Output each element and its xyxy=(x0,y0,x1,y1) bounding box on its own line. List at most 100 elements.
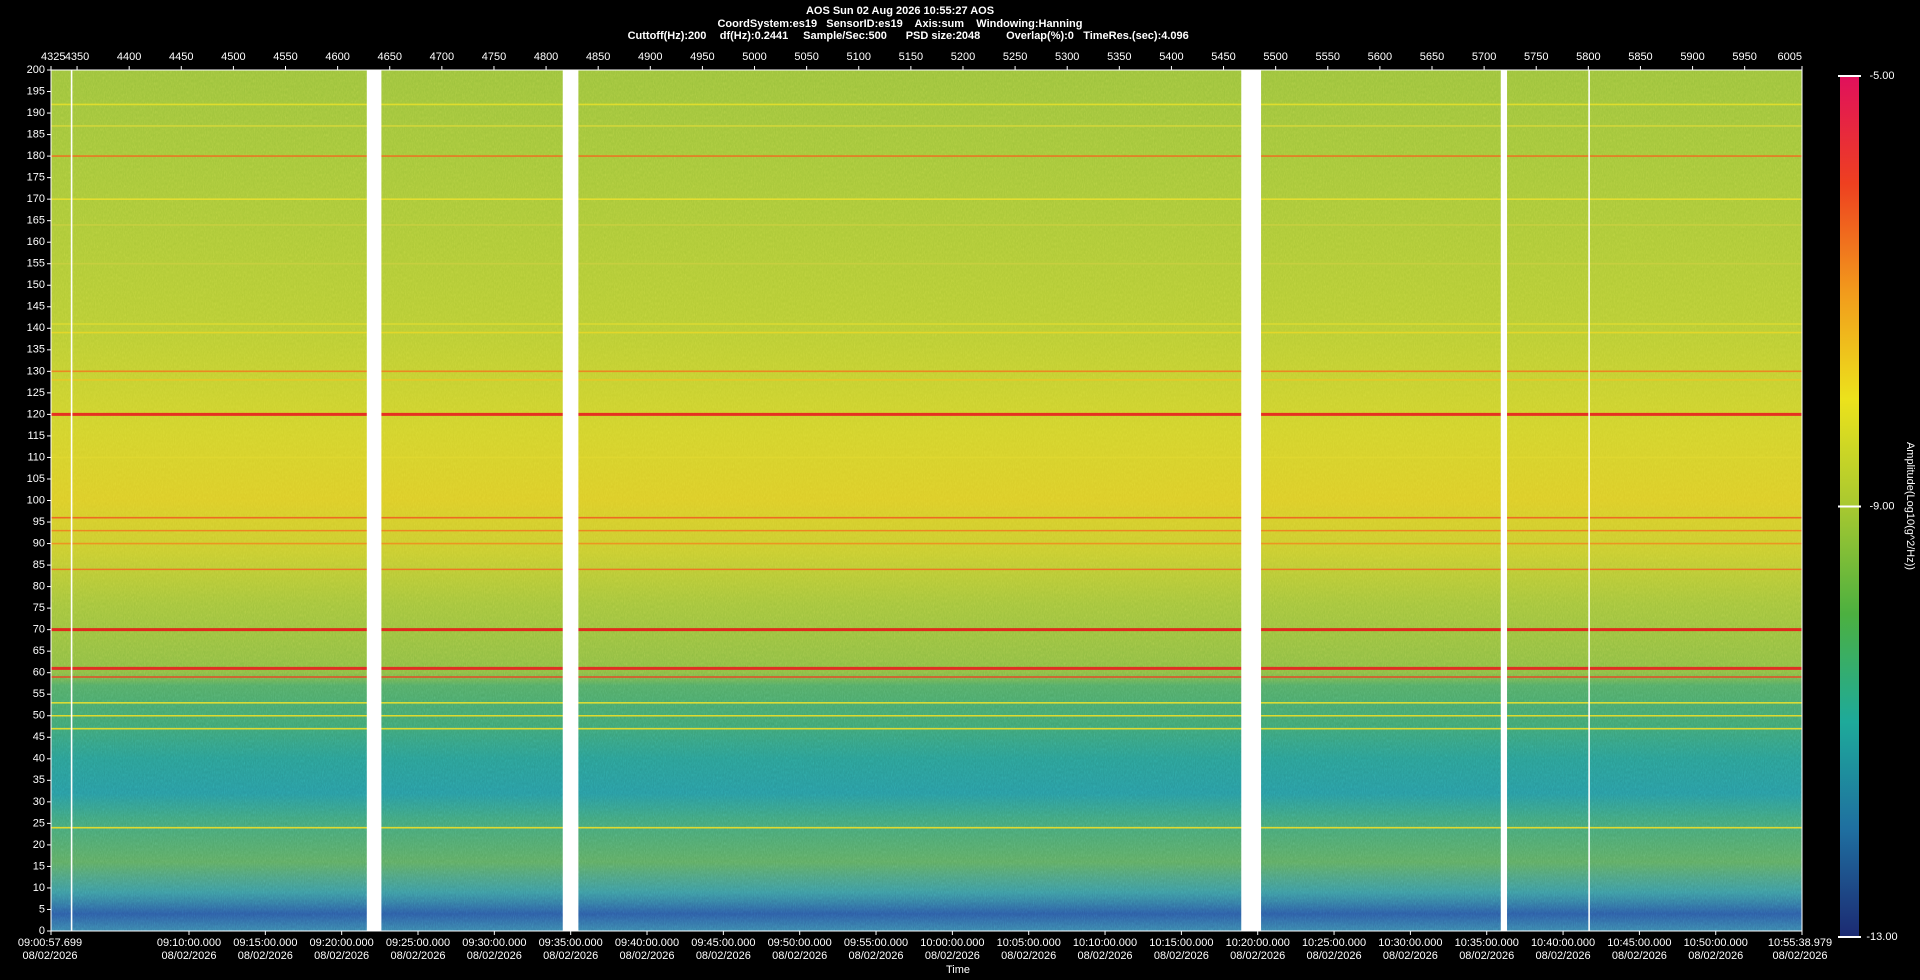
x-tick-label: 5400 xyxy=(1159,51,1183,63)
data-gap xyxy=(1588,70,1590,931)
time-tick-label: 10:05:00.000 xyxy=(997,937,1061,949)
header-info: CoordSystem:es19 SensorID:es19 Axis:sum … xyxy=(717,18,1082,30)
time-tick-date: 08/02/2026 xyxy=(925,950,980,962)
x-tick-label: 5150 xyxy=(899,51,923,63)
spectrogram-noise xyxy=(51,70,1802,931)
x-tick-label: 5900 xyxy=(1680,51,1704,63)
y-tick-label: 15 xyxy=(33,860,45,872)
y-tick-label: 170 xyxy=(27,193,45,205)
y-tick-label: 120 xyxy=(27,408,45,420)
x-tick-label: 5450 xyxy=(1211,51,1235,63)
y-tick-label: 150 xyxy=(27,279,45,291)
colorbar-tick-label: -13.00 xyxy=(1866,931,1897,943)
y-tick-label: 10 xyxy=(33,882,45,894)
x-tick-label: 4500 xyxy=(221,51,245,63)
x-tick-label: 5950 xyxy=(1732,51,1756,63)
x-tick-label: 5700 xyxy=(1472,51,1496,63)
time-tick-label: 10:20:00.000 xyxy=(1226,937,1290,949)
time-tick-label: 10:45:00.000 xyxy=(1607,937,1671,949)
y-tick-label: 165 xyxy=(27,215,45,227)
y-tick-label: 50 xyxy=(33,710,45,722)
y-tick-label: 115 xyxy=(27,430,45,442)
x-tick-label: 5100 xyxy=(847,51,871,63)
time-tick-label: 09:55:00.000 xyxy=(844,937,908,949)
y-tick-label: 85 xyxy=(33,559,45,571)
time-tick-label: 10:15:00.000 xyxy=(1149,937,1213,949)
colorbar-tick-label: -9.00 xyxy=(1869,500,1894,512)
y-tick-label: 95 xyxy=(33,516,45,528)
x-tick-label: 5250 xyxy=(1003,51,1027,63)
time-tick-date: 08/02/2026 xyxy=(238,950,293,962)
header-param: Cuttoff(Hz):200 xyxy=(628,30,707,42)
y-tick-label: 90 xyxy=(33,537,45,549)
x-tick-label: 4325 xyxy=(41,51,65,63)
y-tick-label: 60 xyxy=(33,667,45,679)
time-tick-label: 10:40:00.000 xyxy=(1531,937,1595,949)
time-tick-label: 09:15:00.000 xyxy=(233,937,297,949)
time-tick-date: 08/02/2026 xyxy=(467,950,522,962)
time-tick-date: 08/02/2026 xyxy=(1230,950,1285,962)
data-gap xyxy=(366,70,382,931)
y-tick-label: 65 xyxy=(33,645,45,657)
time-tick-label: 09:10:00.000 xyxy=(157,937,221,949)
y-tick-label: 100 xyxy=(27,494,45,506)
y-tick-label: 145 xyxy=(27,301,45,313)
x-tick-label: 5800 xyxy=(1576,51,1600,63)
time-tick-date: 08/02/2026 xyxy=(1078,950,1133,962)
y-tick-label: 105 xyxy=(27,473,45,485)
x-tick-label: 5200 xyxy=(951,51,975,63)
time-tick-date: 08/02/2026 xyxy=(22,950,77,962)
time-tick-date: 08/02/2026 xyxy=(390,950,445,962)
y-tick-label: 45 xyxy=(33,731,45,743)
y-tick-label: 155 xyxy=(27,258,45,270)
y-tick-label: 185 xyxy=(27,128,45,140)
time-tick-label: 09:40:00.000 xyxy=(615,937,679,949)
x-tick-label: 5600 xyxy=(1368,51,1392,63)
time-tick-date: 08/02/2026 xyxy=(1688,950,1743,962)
x-tick-label: 4850 xyxy=(586,51,610,63)
x-tick-label: 4750 xyxy=(482,51,506,63)
y-tick-label: 35 xyxy=(33,774,45,786)
colorbar-tick-label: -5.00 xyxy=(1869,70,1894,82)
time-tick-date: 08/02/2026 xyxy=(1612,950,1667,962)
x-tick-label: 4400 xyxy=(117,51,141,63)
time-tick-label: 09:30:00.000 xyxy=(462,937,526,949)
colorbar-title: Amplitude(Log10(g^2/Hz)) xyxy=(1904,442,1916,570)
y-tick-label: 130 xyxy=(27,365,45,377)
data-gap xyxy=(1500,70,1508,931)
time-tick-label: 10:55:38.979 xyxy=(1768,937,1832,949)
x-tick-label: 4600 xyxy=(325,51,349,63)
time-tick-label: 09:35:00.000 xyxy=(539,937,603,949)
time-tick-date: 08/02/2026 xyxy=(1307,950,1362,962)
header-param: Sample/Sec:500 xyxy=(803,30,887,42)
header-param: TimeRes.(sec):4.096 xyxy=(1083,30,1189,42)
y-tick-label: 125 xyxy=(27,387,45,399)
time-tick-date: 08/02/2026 xyxy=(1001,950,1056,962)
x-tick-label: 4900 xyxy=(638,51,662,63)
y-tick-label: 70 xyxy=(33,624,45,636)
y-tick-label: 0 xyxy=(39,925,45,937)
time-tick-date: 08/02/2026 xyxy=(1154,950,1209,962)
y-tick-label: 135 xyxy=(27,344,45,356)
time-tick-label: 09:25:00.000 xyxy=(386,937,450,949)
y-tick-label: 75 xyxy=(33,602,45,614)
time-tick-date: 08/02/2026 xyxy=(696,950,751,962)
time-tick-date: 08/02/2026 xyxy=(1459,950,1514,962)
y-tick-label: 200 xyxy=(27,64,45,76)
data-gap xyxy=(562,70,579,931)
time-tick-date: 08/02/2026 xyxy=(314,950,369,962)
x-tick-label: 5650 xyxy=(1420,51,1444,63)
y-tick-label: 140 xyxy=(27,322,45,334)
y-tick-label: 40 xyxy=(33,753,45,765)
y-tick-label: 110 xyxy=(27,451,45,463)
time-tick-label: 10:25:00.000 xyxy=(1302,937,1366,949)
x-tick-label: 5550 xyxy=(1316,51,1340,63)
time-tick-label: 10:30:00.000 xyxy=(1378,937,1442,949)
x-tick-label: 4800 xyxy=(534,51,558,63)
time-tick-label: 09:45:00.000 xyxy=(691,937,755,949)
time-tick-date: 08/02/2026 xyxy=(619,950,674,962)
data-gap xyxy=(70,70,73,931)
y-tick-label: 160 xyxy=(27,236,45,248)
y-tick-label: 195 xyxy=(27,85,45,97)
